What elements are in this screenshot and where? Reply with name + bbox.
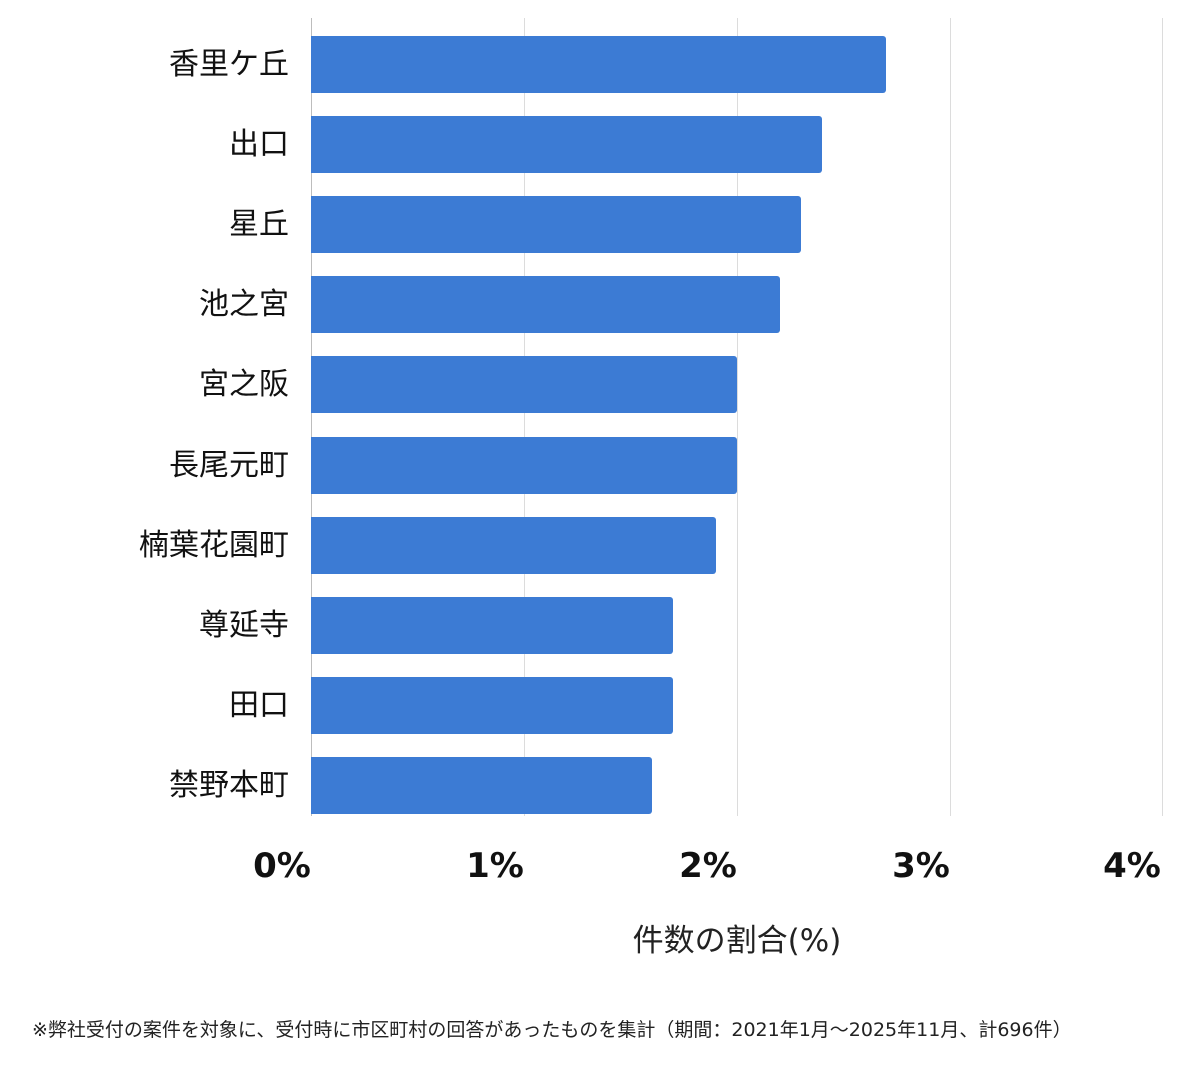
x-tick-0: 0% [253, 846, 311, 886]
category-label: 田口 [229, 687, 289, 723]
bar [311, 196, 801, 254]
category-label: 楠葉花園町 [139, 527, 289, 563]
y-axis-line [311, 18, 312, 816]
category-label: 出口 [229, 127, 289, 163]
gridline-2 [737, 18, 738, 816]
gridline-1 [524, 18, 525, 816]
gridline-4 [1162, 18, 1163, 816]
bar [311, 356, 737, 414]
bar [311, 516, 716, 574]
category-label: 星丘 [229, 207, 289, 243]
bar [311, 756, 652, 814]
plot-area [311, 18, 1163, 816]
category-label: 禁野本町 [169, 767, 289, 803]
gridline-3 [950, 18, 951, 816]
category-label: 宮之阪 [199, 367, 289, 403]
category-label: 長尾元町 [169, 447, 289, 483]
bar [311, 116, 823, 174]
bar [311, 36, 887, 93]
bar [311, 276, 780, 334]
x-axis-label: 件数の割合(%) [632, 923, 842, 959]
x-tick-1: 1% [466, 846, 524, 886]
x-tick-4: 4% [1103, 846, 1161, 886]
footnote: ※弊社受付の案件を対象に、受付時に市区町村の回答があったものを集計（期間：202… [32, 1019, 1072, 1041]
category-label: 尊延寺 [199, 607, 289, 643]
x-tick-2: 2% [679, 846, 737, 886]
bar [311, 676, 674, 734]
category-label: 香里ケ丘 [169, 47, 289, 82]
bar [311, 436, 737, 494]
bar [311, 596, 674, 654]
x-tick-3: 3% [892, 846, 950, 886]
category-label: 池之宮 [199, 287, 289, 323]
